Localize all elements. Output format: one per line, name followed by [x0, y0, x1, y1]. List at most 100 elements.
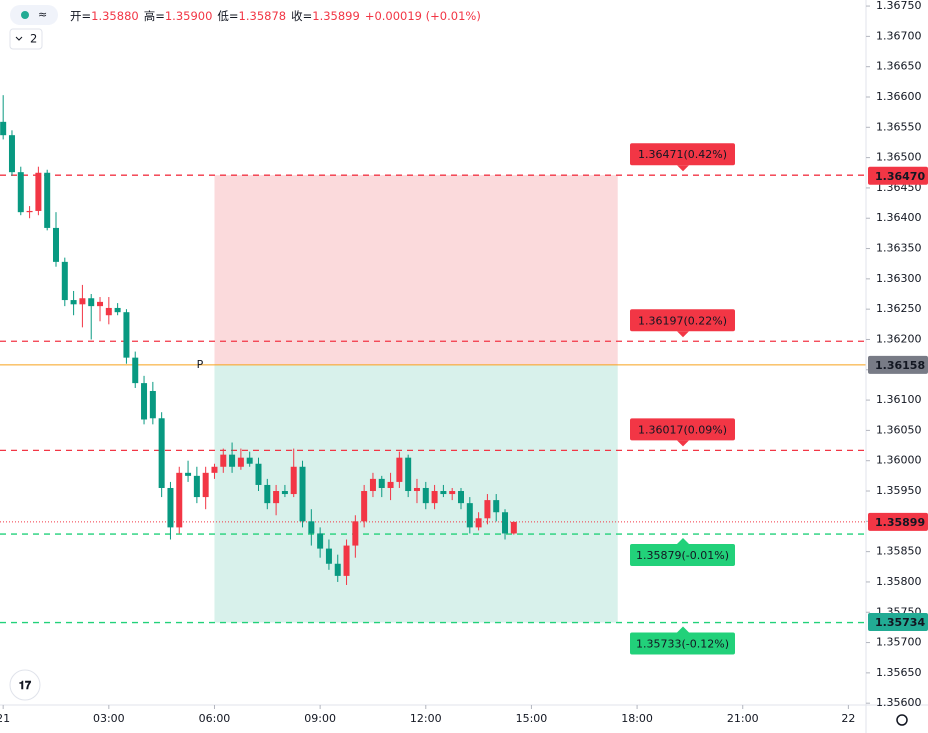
ohlc-label: 高=	[144, 9, 165, 23]
price-tag-label: 1.35899	[875, 516, 925, 529]
level-label-box	[630, 309, 735, 332]
candle-body	[158, 418, 165, 488]
price-tag	[868, 512, 928, 531]
candle-body	[317, 533, 324, 549]
ohlc-value: 1.35878	[239, 9, 287, 23]
candle-body	[237, 457, 244, 467]
y-tick-label: 1.36100	[876, 393, 922, 406]
indicators-toggle[interactable]	[9, 28, 43, 50]
candle-body	[149, 390, 156, 419]
level-label-box	[630, 418, 735, 441]
y-tick-label: 1.35850	[876, 545, 922, 558]
candle-body	[431, 491, 438, 504]
level-label: 1.36197(0.22%)	[638, 314, 727, 327]
candle-body	[405, 457, 412, 492]
candle-body	[132, 357, 139, 384]
level-label-pointer	[677, 538, 689, 545]
x-tick-label: 22	[841, 712, 855, 725]
ohlc-label: 收=	[291, 9, 312, 23]
candle-body	[352, 521, 359, 546]
ohlc-label: 开=	[70, 9, 91, 23]
stop-zone	[214, 175, 618, 365]
candle-body	[17, 172, 24, 213]
logo-mark: 𝟏𝟕	[19, 679, 32, 692]
candle-body	[264, 484, 271, 504]
candle-body	[449, 491, 456, 495]
candle-body	[185, 472, 192, 476]
candle-body	[26, 210, 33, 213]
candle-body	[229, 454, 236, 467]
tv-logo: 𝟏𝟕	[9, 669, 41, 701]
ohlc-change: +0.00019 (+0.01%)	[365, 9, 481, 23]
candle-body	[299, 466, 306, 522]
candle-body	[343, 545, 350, 576]
y-tick-label: 1.36000	[876, 454, 922, 467]
candle-body	[8, 135, 15, 173]
y-tick-label: 1.35700	[876, 636, 922, 649]
x-tick-label: 18:00	[621, 712, 653, 725]
x-tick-label: 09:00	[304, 712, 336, 725]
gear[interactable]	[896, 714, 908, 726]
y-tick-label: 1.36200	[876, 332, 922, 345]
y-tick-label: 1.35800	[876, 575, 922, 588]
price-tag-label: 1.36470	[875, 170, 925, 183]
candle-body	[70, 300, 77, 305]
chevron-icon	[15, 36, 23, 41]
candle-body	[378, 478, 385, 488]
indicators-count: 2	[30, 32, 37, 46]
y-tick-label: 1.36050	[876, 423, 922, 436]
settings-icon[interactable]	[896, 714, 908, 726]
candle-body	[413, 487, 420, 492]
ohlc-label: 低=	[217, 9, 238, 23]
price-tag	[868, 355, 928, 374]
x-tick-label: 21:00	[727, 712, 759, 725]
y-tick-label: 1.36550	[876, 120, 922, 133]
y-tick-label: 1.36300	[876, 272, 922, 285]
y-tick-label: 1.36600	[876, 90, 922, 103]
candle-body	[290, 466, 297, 495]
candle-body	[35, 172, 42, 211]
candle-body	[387, 481, 394, 488]
y-tick-label: 1.35950	[876, 484, 922, 497]
level-label-pointer	[677, 626, 689, 633]
candle-body	[246, 457, 253, 464]
candle-body	[88, 298, 95, 307]
candle-body	[422, 487, 429, 504]
symbol-pill[interactable]	[10, 5, 58, 25]
candle-body	[61, 261, 68, 301]
level-label: 1.36471(0.42%)	[638, 148, 727, 161]
level-label-pointer	[677, 165, 689, 172]
logo-circle[interactable]	[9, 669, 41, 701]
candle-body	[79, 298, 86, 305]
candle-body	[475, 518, 482, 528]
x-tick-label: 15:00	[516, 712, 548, 725]
candle-body	[493, 500, 500, 513]
y-tick-label: 1.36500	[876, 151, 922, 164]
candle-body	[211, 466, 218, 473]
candle-body	[255, 463, 262, 485]
candle-body	[167, 487, 174, 528]
candle-body	[457, 491, 464, 504]
y-tick-label: 1.35600	[876, 696, 922, 709]
x-tick-label: 12:00	[410, 712, 442, 725]
x-tick-label: 06:00	[199, 712, 231, 725]
candle-body	[361, 491, 368, 522]
candle-body	[44, 172, 51, 228]
candle-body	[502, 512, 509, 534]
y-tick-label: 1.36400	[876, 211, 922, 224]
candle-body	[369, 478, 376, 492]
plot-area: P 1.36471(0.42%) 1.36197(0.22%) 1.36017(0.0…	[0, 95, 866, 655]
candle-body	[220, 454, 227, 467]
candle-body	[484, 500, 491, 519]
status-dot	[21, 11, 29, 19]
candle-body	[202, 472, 209, 498]
x-tick-label: 21	[0, 712, 10, 725]
price-tag	[868, 612, 928, 631]
y-tick-label: 1.36700	[876, 29, 922, 42]
level-label: 1.35879(-0.01%)	[636, 549, 729, 562]
entry-label: P	[197, 358, 204, 371]
level-label-box	[630, 544, 735, 567]
candle-body	[193, 475, 200, 498]
candle-body	[510, 521, 517, 534]
ohlc-value: 1.35880	[91, 9, 139, 23]
